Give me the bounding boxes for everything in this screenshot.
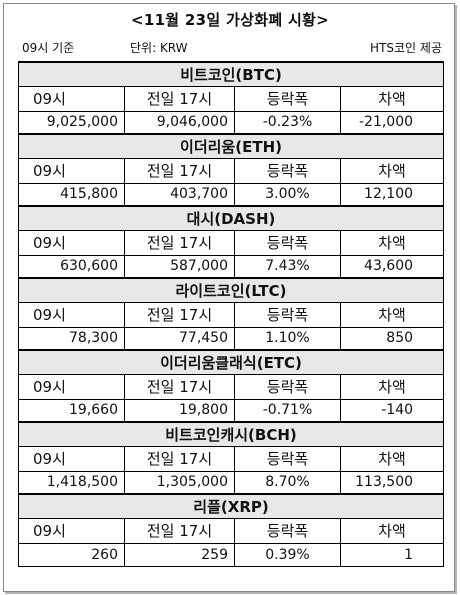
- value-prev-17: 19,800: [124, 398, 235, 423]
- column-header-row: 09시 전일 17시 등락폭 차액: [18, 85, 445, 112]
- column-header-row: 09시 전일 17시 등락폭 차액: [18, 229, 445, 256]
- value-09: 19,660: [18, 398, 125, 423]
- crypto-rates-table: 비트코인(BTC) 09시 전일 17시 등락폭 차액 9,025,000 9,046,00…: [17, 61, 445, 567]
- value-prev-17: 77,450: [124, 326, 235, 351]
- value-09: 78,300: [18, 326, 125, 351]
- source-credit: HTS코인 제공: [370, 41, 442, 55]
- value-diff: 113,500: [339, 470, 445, 495]
- coin-value-row: 19,660 19,800 -0.71% -140: [18, 398, 445, 423]
- value-09: 260: [18, 542, 125, 567]
- value-prev-17: 9,046,000: [124, 110, 235, 135]
- column-header-row: 09시 전일 17시 등락폭 차액: [18, 517, 445, 544]
- header-diff: 차액: [339, 301, 445, 328]
- coin-value-row: 260 259 0.39% 1: [18, 542, 445, 567]
- column-header-row: 09시 전일 17시 등락폭 차액: [18, 445, 445, 472]
- header-change: 등락폭: [234, 85, 341, 112]
- coin-name-row: 리플(XRP): [17, 493, 445, 519]
- value-change: 1.10%: [234, 326, 341, 351]
- currency-unit-note: 단위: KRW: [130, 41, 188, 55]
- header-prev-17: 전일 17시: [124, 157, 235, 184]
- value-diff: -21,000: [339, 110, 445, 135]
- header-diff: 차액: [339, 229, 445, 256]
- value-prev-17: 403,700: [124, 182, 235, 207]
- page-title: <11월 23일 가상화폐 시황>: [130, 11, 330, 29]
- header-change: 등락폭: [234, 445, 341, 472]
- header-prev-17: 전일 17시: [124, 229, 235, 256]
- coin-name-row: 이더리움(ETH): [17, 133, 445, 159]
- header-change: 등락폭: [234, 301, 341, 328]
- header-09: 09시: [18, 157, 125, 184]
- value-change: -0.23%: [234, 110, 341, 135]
- coin-value-row: 9,025,000 9,046,000 -0.23% -21,000: [18, 110, 445, 135]
- header-09: 09시: [18, 301, 125, 328]
- coin-value-row: 630,600 587,000 7.43% 43,600: [18, 254, 445, 279]
- column-header-row: 09시 전일 17시 등락폭 차액: [18, 157, 445, 184]
- header-change: 등락폭: [234, 517, 341, 544]
- coin-name-row: 비트코인(BTC): [17, 61, 445, 87]
- value-change: -0.71%: [234, 398, 341, 423]
- value-change: 0.39%: [234, 542, 341, 567]
- header-prev-17: 전일 17시: [124, 517, 235, 544]
- coin-name: 라이트코인(LTC): [17, 277, 445, 303]
- coin-value-row: 78,300 77,450 1.10% 850: [18, 326, 445, 351]
- coin-name-row: 비트코인캐시(BCH): [17, 421, 445, 447]
- value-09: 1,418,500: [18, 470, 125, 495]
- header-09: 09시: [18, 373, 125, 400]
- value-change: 7.43%: [234, 254, 341, 279]
- header-09: 09시: [18, 85, 125, 112]
- coin-name-row: 이더리움클래식(ETC): [17, 349, 445, 375]
- header-change: 등락폭: [234, 229, 341, 256]
- value-prev-17: 259: [124, 542, 235, 567]
- coin-value-row: 1,418,500 1,305,000 8.70% 113,500: [18, 470, 445, 495]
- coin-name: 이더리움클래식(ETC): [17, 349, 445, 375]
- value-09: 630,600: [18, 254, 125, 279]
- time-basis-note: 09시 기준: [22, 41, 75, 55]
- header-09: 09시: [18, 517, 125, 544]
- coin-name-row: 라이트코인(LTC): [17, 277, 445, 303]
- coin-name: 대시(DASH): [17, 205, 445, 231]
- header-prev-17: 전일 17시: [124, 445, 235, 472]
- header-diff: 차액: [339, 445, 445, 472]
- coin-name-row: 대시(DASH): [17, 205, 445, 231]
- coin-name: 이더리움(ETH): [17, 133, 445, 159]
- header-09: 09시: [18, 229, 125, 256]
- coin-value-row: 415,800 403,700 3.00% 12,100: [18, 182, 445, 207]
- header-prev-17: 전일 17시: [124, 373, 235, 400]
- value-change: 8.70%: [234, 470, 341, 495]
- value-diff: 1: [339, 542, 445, 567]
- header-prev-17: 전일 17시: [124, 85, 235, 112]
- coin-name: 비트코인캐시(BCH): [17, 421, 445, 447]
- value-diff: -140: [339, 398, 445, 423]
- value-change: 3.00%: [234, 182, 341, 207]
- value-09: 9,025,000: [18, 110, 125, 135]
- value-09: 415,800: [18, 182, 125, 207]
- value-diff: 850: [339, 326, 445, 351]
- column-header-row: 09시 전일 17시 등락폭 차액: [18, 301, 445, 328]
- coin-name: 비트코인(BTC): [17, 61, 445, 87]
- value-prev-17: 587,000: [124, 254, 235, 279]
- header-diff: 차액: [339, 85, 445, 112]
- value-prev-17: 1,305,000: [124, 470, 235, 495]
- value-diff: 43,600: [339, 254, 445, 279]
- header-diff: 차액: [339, 373, 445, 400]
- header-change: 등락폭: [234, 157, 341, 184]
- header-prev-17: 전일 17시: [124, 301, 235, 328]
- header-diff: 차액: [339, 517, 445, 544]
- column-header-row: 09시 전일 17시 등락폭 차액: [18, 373, 445, 400]
- header-09: 09시: [18, 445, 125, 472]
- header-change: 등락폭: [234, 373, 341, 400]
- document-frame: [3, 3, 455, 592]
- value-diff: 12,100: [339, 182, 445, 207]
- coin-name: 리플(XRP): [17, 493, 445, 519]
- header-diff: 차액: [339, 157, 445, 184]
